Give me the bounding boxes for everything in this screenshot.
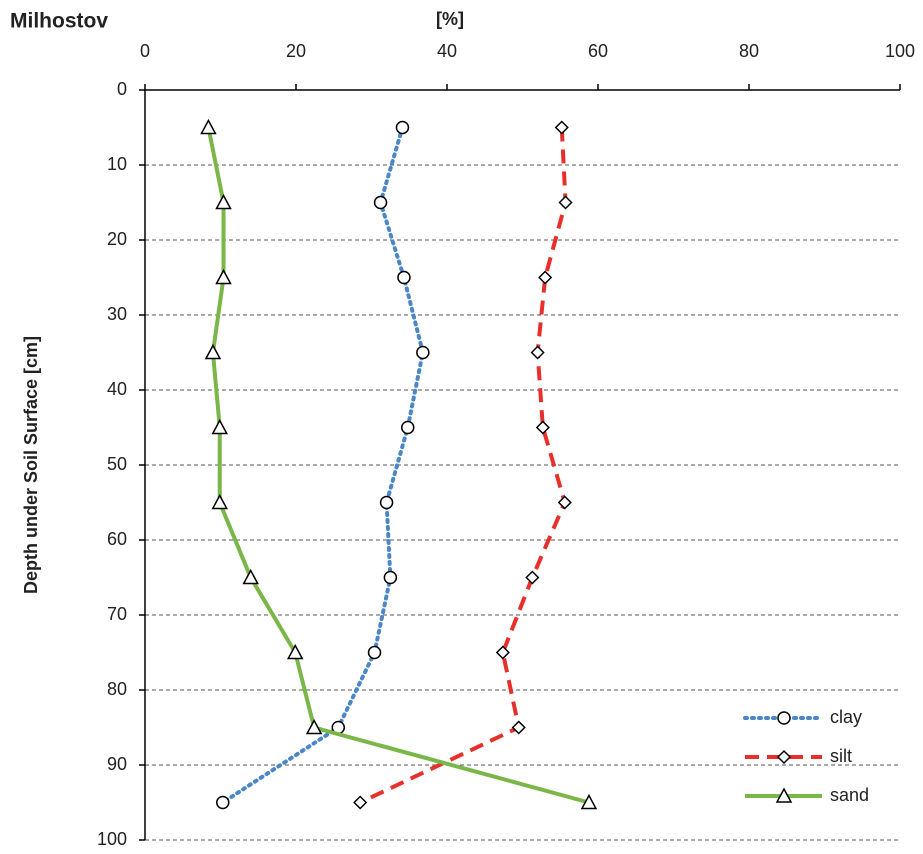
marker <box>379 495 394 510</box>
marker <box>558 195 573 210</box>
marker <box>216 795 230 810</box>
legend-label: sand <box>830 785 869 805</box>
x-tick-label: 0 <box>140 41 150 61</box>
marker <box>204 343 222 360</box>
y-tick-label: 80 <box>107 679 127 699</box>
y-tick-label: 60 <box>107 529 127 549</box>
y-tick-label: 10 <box>107 154 127 174</box>
legend-label: silt <box>830 746 852 766</box>
marker <box>215 268 232 285</box>
legend-marker <box>776 749 792 765</box>
marker <box>373 195 388 210</box>
marker <box>211 418 229 435</box>
marker <box>525 570 540 585</box>
marker <box>530 345 545 360</box>
marker <box>397 270 411 285</box>
x-tick-label: 100 <box>885 41 915 61</box>
x-tick-label: 80 <box>739 41 759 61</box>
y-tick-label: 100 <box>97 829 127 849</box>
y-axis-label: Depth under Soil Surface [cm] <box>21 336 41 594</box>
y-tick-label: 0 <box>117 79 127 99</box>
x-axis-label: [%] <box>436 9 464 29</box>
marker <box>400 420 415 435</box>
marker <box>495 645 510 660</box>
marker <box>215 193 232 210</box>
series-line <box>359 127 568 805</box>
y-tick-label: 20 <box>107 229 127 249</box>
y-tick-label: 30 <box>107 304 127 324</box>
marker <box>383 570 398 585</box>
marker <box>200 118 217 135</box>
marker <box>580 793 598 810</box>
chart-title: Milhostov <box>10 10 108 33</box>
x-tick-label: 20 <box>286 41 306 61</box>
y-tick-label: 90 <box>107 754 127 774</box>
x-tick-label: 60 <box>588 41 608 61</box>
y-tick-label: 70 <box>107 604 127 624</box>
series-line <box>220 125 425 805</box>
x-tick-label: 40 <box>437 41 457 61</box>
marker <box>416 345 430 360</box>
series-line <box>206 127 590 805</box>
marker <box>305 718 323 735</box>
legend-marker <box>777 711 791 725</box>
marker <box>557 495 572 510</box>
marker <box>554 120 569 135</box>
marker <box>242 568 259 585</box>
legend-marker <box>775 787 793 803</box>
marker <box>535 420 550 435</box>
y-tick-label: 40 <box>107 379 127 399</box>
y-tick-label: 50 <box>107 454 127 474</box>
marker <box>367 645 382 660</box>
marker <box>353 795 368 810</box>
marker <box>286 643 304 660</box>
marker <box>511 720 526 735</box>
marker <box>395 120 410 135</box>
marker <box>211 493 229 510</box>
legend-label: clay <box>830 707 862 727</box>
marker <box>538 270 553 285</box>
